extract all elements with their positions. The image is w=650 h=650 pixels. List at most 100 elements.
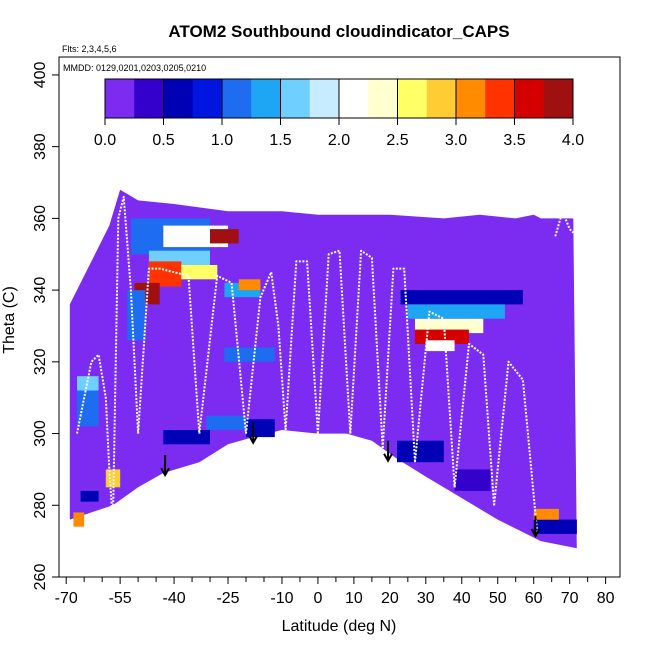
colorbar-tick-label: 3.0	[445, 132, 467, 149]
heatmap-patch	[77, 390, 99, 427]
colorbar-swatch	[429, 79, 433, 118]
colorbar-swatch	[268, 79, 273, 118]
heatmap-patch	[246, 419, 275, 438]
colorbar-swatch	[435, 79, 439, 118]
heatmap-patch	[533, 519, 577, 534]
colorbar-swatch	[119, 79, 123, 118]
colorbar-swatch	[128, 79, 132, 118]
colorbar-swatch	[189, 79, 194, 118]
colorbar-swatch	[125, 79, 129, 118]
heatmap-patch	[80, 490, 99, 502]
colorbar-swatch	[391, 79, 395, 118]
flight-track-line	[381, 267, 416, 463]
colorbar-swatch	[432, 79, 436, 118]
x-tick-label: 80	[597, 590, 615, 607]
colorbar-swatch	[134, 79, 138, 118]
colorbar-swatch	[558, 79, 562, 118]
colorbar-swatch	[271, 79, 276, 118]
colorbar-swatch	[166, 79, 170, 118]
colorbar-swatch	[517, 79, 521, 118]
colorbar-swatch	[210, 79, 214, 118]
colorbar-swatch	[379, 79, 384, 118]
colorbar-swatch	[491, 79, 495, 118]
colorbar-swatch	[365, 79, 369, 118]
colorbar-swatch	[131, 79, 135, 118]
colorbar-swatch	[242, 79, 246, 118]
colorbar-swatch	[385, 79, 390, 118]
colorbar-swatch	[183, 79, 188, 118]
colorbar-swatch	[388, 79, 393, 118]
chart-title: ATOM2 Southbound cloudindicator_CAPS	[168, 22, 509, 41]
colorbar-swatch	[222, 79, 226, 118]
colorbar-swatch	[122, 79, 126, 118]
y-tick-label: 280	[32, 492, 49, 519]
heatmap-patch	[163, 430, 210, 445]
flight-track-line	[137, 267, 201, 434]
colorbar-swatch	[543, 79, 548, 118]
arrow-marker	[248, 422, 259, 445]
colorbar-swatch	[532, 79, 536, 118]
x-tick-label: 60	[525, 590, 543, 607]
colorbar-swatch	[423, 79, 428, 118]
colorbar-swatch	[567, 79, 571, 118]
colorbar-swatch	[476, 79, 480, 118]
colorbar-swatch	[274, 79, 278, 118]
y-tick-label: 300	[32, 420, 49, 447]
colorbar-swatch	[502, 79, 507, 118]
colorbar-swatch	[347, 79, 352, 118]
colorbar-swatch	[148, 79, 153, 118]
colorbar-swatch	[137, 79, 141, 118]
colorbar-swatch	[306, 79, 311, 118]
flight-track-line	[349, 249, 384, 448]
flight-track-line	[111, 195, 140, 524]
heatmap-patch	[73, 512, 85, 527]
colorbar-swatch	[151, 79, 156, 118]
colorbar-swatch	[359, 79, 363, 118]
colorbar-swatch	[280, 79, 284, 118]
colorbar-swatch	[236, 79, 240, 118]
colorbar-swatch	[394, 79, 398, 118]
y-axis: 260 280 300 320 340 360 380 400	[32, 61, 59, 590]
colorbar-swatch	[181, 79, 185, 118]
colorbar-swatch	[344, 79, 349, 118]
colorbar-swatch	[216, 79, 220, 118]
heatmap-patch	[210, 229, 239, 244]
heatmap-patch	[77, 376, 99, 391]
colorbar-swatch	[298, 79, 302, 118]
colorbar-swatch	[426, 79, 431, 118]
colorbar-swatch	[511, 79, 515, 118]
colorbar-swatch	[368, 79, 372, 118]
colorbar-swatch	[227, 79, 232, 118]
colorbar-swatch	[415, 79, 419, 118]
y-tick-label: 320	[32, 348, 49, 375]
colorbar-swatch	[219, 79, 223, 118]
colorbar-swatch	[178, 79, 182, 118]
heatmap-patch	[415, 318, 484, 334]
colorbar-swatch	[175, 79, 179, 118]
colorbar-swatch	[318, 79, 322, 118]
colorbar-swatch	[186, 79, 191, 118]
x-tick-label: 10	[345, 590, 363, 607]
x-tick-label: -25	[216, 590, 239, 607]
colorbar-swatch	[473, 79, 477, 118]
heatmap-patch	[127, 290, 146, 341]
colorbar-swatch	[438, 79, 442, 118]
colorbar-swatch	[494, 79, 498, 118]
colorbar-swatch	[382, 79, 387, 118]
colorbar-swatch	[289, 79, 293, 118]
colorbar-swatch	[195, 79, 199, 118]
heatmap-patch	[148, 261, 182, 287]
x-tick-label: 20	[381, 590, 399, 607]
colorbar-swatch	[555, 79, 559, 118]
x-axis: -70 -55 -40 -25 -10 0 10 20 30 40 50 60 70 80	[55, 577, 615, 607]
arrow-marker	[383, 440, 393, 463]
flight-tracks	[76, 195, 575, 535]
arrow-markers	[160, 422, 541, 539]
colorbar-swatch	[458, 79, 463, 118]
heatmap-patch	[407, 304, 505, 319]
colorbar-swatch	[192, 79, 197, 118]
colorbar-swatch	[327, 79, 331, 118]
colorbar-tick-label: 0.5	[152, 132, 174, 149]
heatmap-patch	[397, 440, 444, 463]
colorbar-swatch	[520, 79, 524, 118]
